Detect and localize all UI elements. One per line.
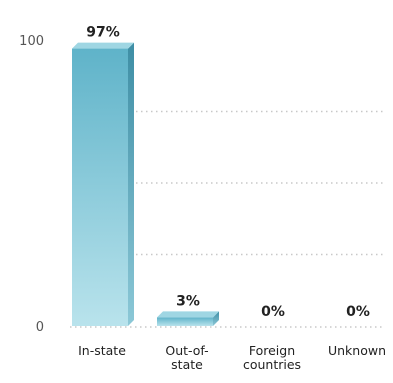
- bar: [72, 48, 128, 327]
- y-tick-label: 0: [36, 320, 44, 335]
- bars: [72, 42, 219, 327]
- value-label: 3%: [176, 293, 200, 309]
- bar-top: [72, 42, 134, 49]
- y-tick-label: 100: [19, 34, 44, 49]
- gridlines: [70, 110, 385, 328]
- bar-side: [128, 42, 134, 326]
- category-label: countries: [243, 357, 301, 372]
- category-label: In-state: [78, 343, 126, 358]
- category-label: Out-of-: [165, 343, 208, 358]
- value-labels: 97% 3% 0% 0%: [86, 25, 370, 320]
- bar-side: [213, 311, 219, 326]
- value-label: 0%: [346, 304, 370, 320]
- value-label: 0%: [261, 304, 285, 320]
- category-label: Unknown: [328, 343, 386, 358]
- y-axis-ticks: 100 0: [19, 34, 44, 335]
- bar: [157, 317, 213, 326]
- category-label: Foreign: [249, 343, 295, 358]
- bar-top: [157, 311, 219, 318]
- category-label: state: [171, 357, 203, 372]
- value-label: 97%: [86, 25, 120, 41]
